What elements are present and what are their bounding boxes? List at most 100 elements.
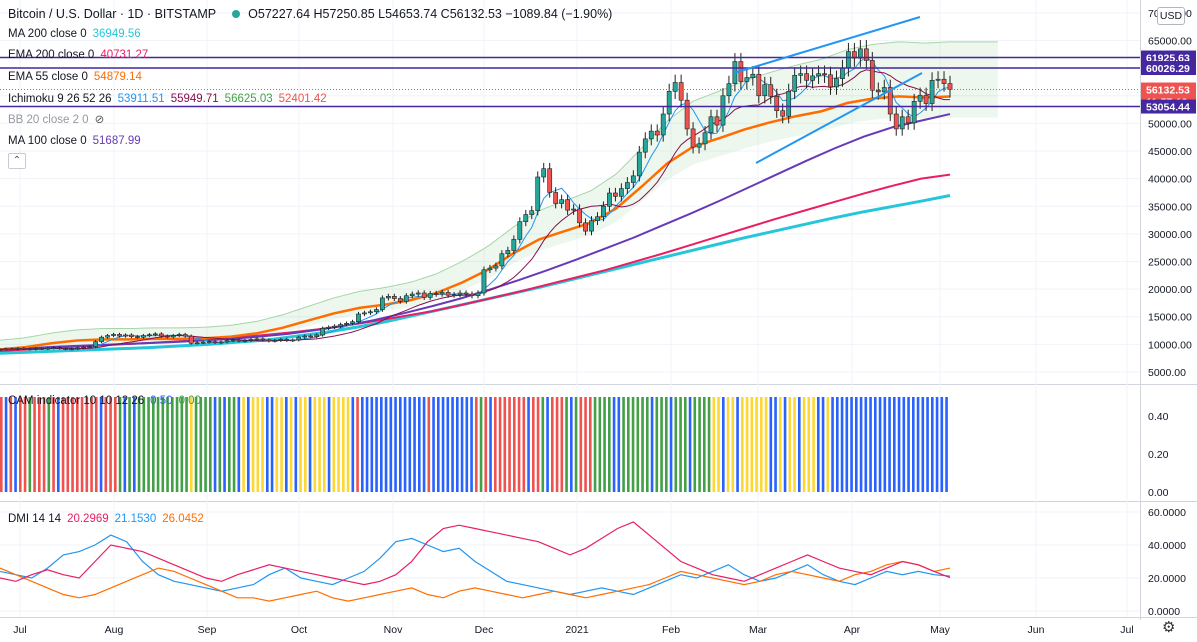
- cam-bar: [389, 397, 393, 492]
- cam-bar: [38, 397, 41, 492]
- cam-bar: [152, 397, 155, 492]
- candle-body: [129, 334, 134, 337]
- candle-body: [206, 341, 212, 343]
- price-label-bg: [1141, 99, 1196, 114]
- candle-body: [613, 192, 618, 197]
- candle-body: [786, 91, 792, 117]
- cam-bar: [23, 397, 27, 492]
- candle-body: [487, 267, 493, 271]
- price-label-text: 53054.44: [1146, 102, 1190, 114]
- indicator-value: 26.0452: [162, 513, 204, 525]
- cam-bar: [375, 397, 378, 492]
- indicator-legend-row[interactable]: EMA 200 close 0 40731.27: [8, 48, 154, 63]
- indicator-value: 51687.99: [92, 135, 141, 147]
- cam-bar: [446, 397, 450, 492]
- candle-body: [929, 80, 935, 104]
- candle-body: [439, 292, 445, 295]
- settings-gear-icon[interactable]: ⚙: [1162, 619, 1176, 636]
- cam-bar: [579, 397, 583, 492]
- candle-body: [481, 269, 487, 294]
- cam-bar: [935, 397, 939, 492]
- indicator-legend-row[interactable]: Ichimoku 9 26 52 26 53911.51 55949.71 56625…: [8, 92, 333, 107]
- cam-bar: [57, 397, 60, 492]
- candle-body: [182, 334, 188, 337]
- cam-bar: [342, 397, 345, 492]
- candle-body: [33, 348, 39, 350]
- cam-bar: [47, 397, 51, 492]
- cam-bar: [427, 397, 431, 492]
- cam-bar: [693, 397, 697, 492]
- candle-body: [624, 182, 630, 189]
- indicator-legend-row[interactable]: EMA 55 close 0 54879.14: [8, 70, 148, 85]
- cam-bar: [256, 397, 260, 492]
- dmi-legend[interactable]: DMI 14 14 20.2969 21.1530 26.0452: [8, 512, 210, 527]
- x-tick-label: 2021: [565, 624, 589, 636]
- y-tick-label: 25000.00: [1148, 257, 1192, 269]
- candle-body: [123, 334, 128, 337]
- candle-body: [601, 205, 606, 218]
- cam-bar: [365, 397, 369, 492]
- cam-bar: [684, 397, 687, 492]
- cam-bar: [551, 397, 554, 492]
- cam-bar: [674, 397, 678, 492]
- candle-body: [308, 335, 314, 338]
- cam-bar: [275, 397, 279, 492]
- cam-bar: [807, 397, 811, 492]
- indicator-legend-row[interactable]: BB 20 close 2 0 ⊘: [8, 113, 110, 128]
- indicator-legend-row[interactable]: MA 100 close 0 51687.99: [8, 134, 147, 149]
- candle-body: [290, 339, 296, 342]
- candle-body: [254, 338, 260, 341]
- candle-body: [302, 335, 308, 338]
- candle-body: [451, 294, 457, 296]
- collapse-legend-button[interactable]: ⌃: [8, 153, 26, 169]
- cam-bar: [242, 397, 245, 492]
- candle-body: [475, 292, 481, 297]
- x-tick-label: Dec: [475, 624, 494, 636]
- cam-bar: [783, 397, 787, 492]
- currency-badge[interactable]: USD: [1157, 7, 1185, 25]
- cam-bar: [584, 397, 587, 492]
- cam-bar: [33, 397, 36, 492]
- cam-bar: [332, 397, 336, 492]
- cam-bar: [812, 397, 815, 492]
- candle-body: [523, 214, 529, 223]
- price-label-text: 56132.53: [1146, 85, 1190, 97]
- candle-body: [619, 188, 624, 197]
- candle-body: [947, 83, 953, 91]
- cam-bar: [128, 397, 131, 492]
- cam-bar: [356, 397, 359, 492]
- cam-bar: [133, 397, 136, 492]
- cam-bar: [204, 397, 207, 492]
- cam-bar: [788, 397, 792, 492]
- cam-bar: [750, 397, 754, 492]
- indicator-name: CAM indicator 10 10 12 26: [8, 395, 145, 407]
- candle-body: [708, 116, 714, 134]
- cam-bar: [726, 397, 730, 492]
- cam-bar: [80, 397, 84, 492]
- candle-body: [391, 296, 397, 299]
- cam-bar: [327, 397, 331, 492]
- chart-title: Bitcoin / U.S. Dollar · 1D · BITSTAMP O57…: [8, 7, 618, 22]
- candle-body: [218, 341, 224, 344]
- candle-body: [816, 73, 821, 77]
- x-tick-label: Nov: [384, 624, 403, 636]
- cam-bar: [66, 397, 70, 492]
- hidden-eye-icon[interactable]: ⊘: [94, 114, 105, 126]
- indicator-value: 54879.14: [93, 71, 142, 83]
- candle-body: [158, 333, 164, 337]
- candle-body: [750, 73, 756, 78]
- cam-bar: [627, 397, 630, 492]
- cam-bar: [802, 397, 806, 492]
- cam-bar: [61, 397, 65, 492]
- cam-bar: [940, 397, 944, 492]
- cam-legend[interactable]: CAM indicator 10 10 12 26 0.50 0.00: [8, 394, 207, 409]
- indicator-value: 52401.42: [278, 93, 327, 105]
- candle-body: [170, 335, 176, 338]
- cam-bar: [826, 397, 830, 492]
- indicator-legend-row[interactable]: MA 200 close 0 36949.56: [8, 27, 147, 42]
- cam-bar: [479, 397, 483, 492]
- cam-bar: [190, 397, 193, 492]
- candle-body: [415, 292, 421, 295]
- candle-body: [194, 342, 200, 345]
